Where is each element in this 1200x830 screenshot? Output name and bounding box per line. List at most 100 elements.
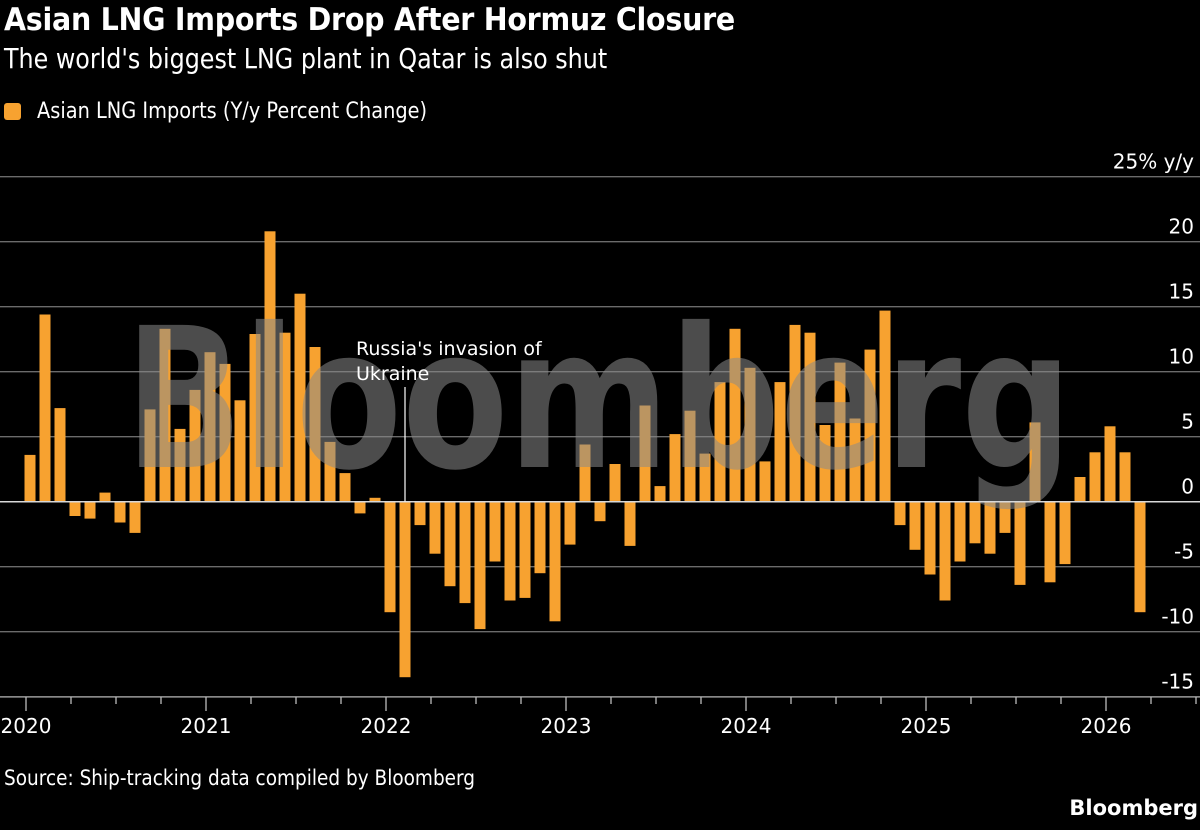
bar [54,408,66,502]
bar [549,501,561,622]
bar [324,441,336,502]
bar [414,501,426,526]
bar [669,434,681,502]
bar [609,464,621,502]
bar [1089,452,1101,502]
bar [714,382,726,502]
bar [84,501,96,519]
bar [354,501,366,514]
y-tick-label: 5 [1181,410,1194,434]
bar [804,332,816,502]
bar [969,501,981,544]
bar [69,501,81,516]
y-tick-label: 0 [1181,475,1194,499]
bar [909,501,921,550]
bar [924,501,936,575]
watermark: Bloomberg [125,286,1072,513]
bar [99,492,111,502]
bar [699,453,711,502]
bar [519,501,531,598]
bar [369,497,381,502]
watermark-text: Bloomberg [125,286,1072,513]
bar [564,501,576,545]
bar [939,501,951,601]
bar [444,501,456,587]
bar [684,410,696,502]
bar [879,310,891,502]
bar [144,409,156,502]
y-tick-label: 20 [1169,215,1194,239]
bar [1119,452,1131,502]
bar [429,501,441,554]
bar [1104,426,1116,502]
x-tick-label: 2026 [1081,714,1132,738]
bar [759,461,771,502]
brand-logo: Bloomberg [1069,796,1198,820]
bar [474,501,486,630]
bar [744,367,756,502]
bar [399,501,411,678]
bar [234,400,246,502]
bar [264,231,276,502]
bar [774,382,786,502]
bar [1029,422,1041,502]
bar [729,328,741,502]
bar [204,352,216,502]
annotation-label: Russia's invasion of [356,338,543,360]
bar [594,501,606,522]
bar [954,501,966,562]
y-tick-label: -5 [1174,540,1194,564]
bar [294,293,306,502]
bar [279,332,291,502]
x-tick-label: 2021 [181,714,232,738]
bar [819,425,831,502]
x-axis: 2020 2021 2022 2023 2024 2025 2026 [0,696,1200,738]
annotation-label: Ukraine [356,363,429,385]
bar [189,389,201,502]
bar [174,428,186,502]
y-tick-label: 10 [1169,345,1194,369]
annotation: Russia's invasion of Ukraine [356,338,543,502]
bar [1059,501,1071,565]
bar [999,501,1011,533]
x-tick-label: 2020 [1,714,52,738]
bar [1134,501,1146,613]
x-tick-label: 2023 [541,714,592,738]
bar [159,328,171,502]
bar [219,363,231,502]
x-tick-label: 2024 [721,714,772,738]
bars [24,231,1146,678]
chart-subtitle: The world's biggest LNG plant in Qatar i… [4,42,608,75]
bar [129,501,141,533]
bar [984,501,996,554]
bar [624,501,636,546]
bar [114,501,126,523]
bar [489,501,501,562]
legend: Asian LNG Imports (Y/y Percent Change) [4,99,480,124]
y-tick-label: -10 [1161,605,1194,629]
bar [39,314,51,502]
bar [339,473,351,502]
bar [894,501,906,526]
bar [654,486,666,502]
bar [1014,501,1026,585]
bar [534,501,546,574]
bar [459,501,471,604]
bar [849,418,861,502]
x-tick-label: 2025 [901,714,952,738]
bar [834,362,846,502]
chart-title: Asian LNG Imports Drop After Hormuz Clos… [4,2,735,38]
x-tick-label: 2022 [361,714,412,738]
legend-swatch [4,103,21,120]
source-note: Source: Ship-tracking data compiled by B… [4,766,476,790]
y-tick-label: 15 [1169,280,1194,304]
bar [639,405,651,502]
bar [24,454,36,502]
legend-label: Asian LNG Imports (Y/y Percent Change) [37,99,428,124]
bar [384,501,396,613]
bar [864,349,876,502]
bar [249,334,261,502]
y-axis-labels: 25% y/y 20 15 10 5 0 -5 -10 -15 [1113,150,1194,694]
y-tick-label: -15 [1161,670,1194,694]
